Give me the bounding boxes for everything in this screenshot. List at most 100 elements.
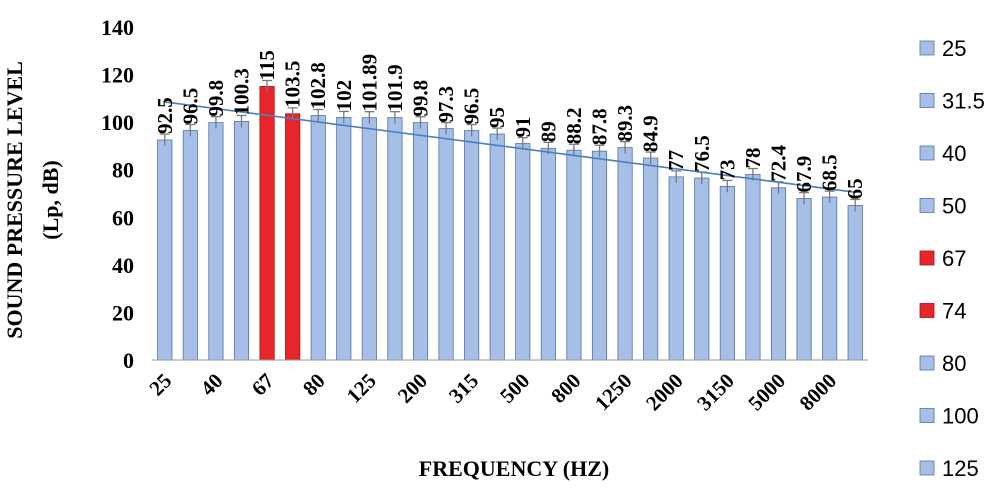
legend-label: 31.5: [942, 89, 985, 114]
legend-label: 50: [942, 194, 966, 219]
x-tick-label: 80: [298, 369, 330, 401]
bar-3150: [719, 185, 735, 361]
bar-800: [566, 149, 582, 361]
legend-swatch: [919, 250, 935, 266]
data-label-100: 102: [332, 80, 356, 112]
y-axis-title-line1: SOUND PRESSURE LEVEL: [2, 61, 27, 339]
x-tick-label: 25: [145, 369, 177, 401]
bar-100: [336, 116, 352, 361]
x-tick-label: 5000: [743, 369, 790, 416]
legend-swatch: [919, 355, 935, 371]
x-tick-label: 67: [247, 369, 279, 401]
legend-swatch: [919, 303, 935, 318]
error-bar-500: [517, 136, 528, 150]
error-bars-layer: [159, 79, 861, 212]
bar-500: [515, 143, 531, 361]
bar-5000: [770, 187, 787, 361]
error-bar-125: [364, 111, 375, 124]
legend-item-67: 67: [919, 246, 966, 271]
legend-label: 40: [942, 141, 966, 166]
bar-67: [259, 86, 275, 361]
error-bar-74: [287, 107, 298, 120]
error-bar-6300: [799, 191, 810, 205]
data-label-25: 92.5: [153, 97, 177, 134]
legend-label: 125: [942, 456, 979, 481]
bar-4000: [745, 174, 761, 361]
error-bar-1000: [594, 144, 605, 158]
data-label-2500: 76.5: [690, 135, 714, 172]
data-label-250: 97.3: [434, 86, 458, 123]
x-tick-label: 500: [495, 369, 534, 408]
data-label-500: 91: [511, 117, 535, 138]
legend-item-125: 125: [919, 456, 979, 481]
error-bar-25: [159, 133, 170, 146]
data-label-10000: 65: [843, 178, 867, 199]
bar-74: [285, 113, 301, 361]
legend-label: 74: [942, 299, 966, 324]
error-bar-80: [313, 108, 324, 122]
data-label-125: 101.89: [357, 54, 381, 112]
bars-layer: [157, 86, 863, 361]
legend-label: 25: [942, 36, 966, 61]
error-bar-160: [389, 111, 400, 124]
legend-swatch: [919, 145, 935, 161]
error-bar-40: [210, 116, 221, 129]
trendline-layer: [164, 101, 856, 194]
data-label-1250: 89.3: [613, 105, 637, 142]
bar-40: [208, 122, 224, 361]
y-tick-label: 120: [101, 63, 134, 88]
bar-400: [489, 133, 505, 361]
legend-item-40: 40: [919, 141, 966, 166]
error-bar-2000: [671, 170, 682, 183]
legend-swatch: [919, 40, 935, 56]
data-label-50: 100.3: [230, 68, 254, 115]
legend-item-25: 25: [919, 36, 966, 61]
bar-1000: [591, 150, 608, 361]
data-label-4000: 78: [741, 147, 765, 168]
legend-swatch: [919, 408, 935, 423]
error-bar-67: [262, 79, 273, 93]
y-tick-label: 0: [123, 348, 134, 373]
x-tick-label: 3150: [692, 369, 739, 416]
bar-6300: [796, 198, 812, 361]
trendline: [164, 101, 856, 194]
data-label-74: 103.5: [281, 61, 305, 108]
error-bar-8000: [824, 190, 835, 204]
legend-item-74: 74: [919, 299, 966, 324]
legend-label: 100: [942, 404, 979, 429]
bar-630: [540, 147, 556, 361]
x-tick-label: 8000: [795, 369, 842, 416]
x-tick-label: 2000: [641, 369, 688, 416]
legend-item-50: 50: [919, 194, 966, 219]
data-label-2000: 77: [664, 150, 688, 171]
x-tick-label: 315: [444, 369, 483, 408]
x-tick-label: 40: [196, 369, 228, 401]
error-bar-800: [568, 143, 579, 157]
error-bar-31.5: [185, 123, 196, 137]
data-label-31.5: 96.5: [178, 88, 202, 125]
bar-8000: [822, 196, 838, 361]
legend-swatch: [919, 93, 935, 108]
bar-125: [361, 117, 377, 361]
error-bar-200: [415, 116, 426, 129]
data-label-630: 89: [536, 121, 560, 142]
legend-swatch: [919, 460, 935, 476]
x-tick-label: 125: [342, 369, 381, 408]
error-bar-1250: [620, 140, 631, 154]
legend: 25 31.5 40 50 67 74 80 100 125: [919, 36, 985, 481]
data-label-1000: 87.8: [588, 108, 612, 145]
legend-item-80: 80: [919, 351, 966, 376]
bar-2000: [668, 176, 684, 361]
legend-swatch: [919, 198, 935, 213]
error-bar-100: [338, 110, 349, 124]
error-bar-250: [441, 121, 452, 135]
data-label-800: 88.2: [562, 107, 586, 144]
bar-25: [157, 139, 173, 361]
legend-label: 80: [942, 351, 966, 376]
y-axis-title-line2: (Lp, dB): [38, 160, 63, 239]
bar-50: [233, 121, 250, 361]
legend-item-31.5: 31.5: [919, 89, 985, 114]
error-bar-400: [492, 127, 503, 140]
y-tick-label: 80: [112, 158, 134, 183]
